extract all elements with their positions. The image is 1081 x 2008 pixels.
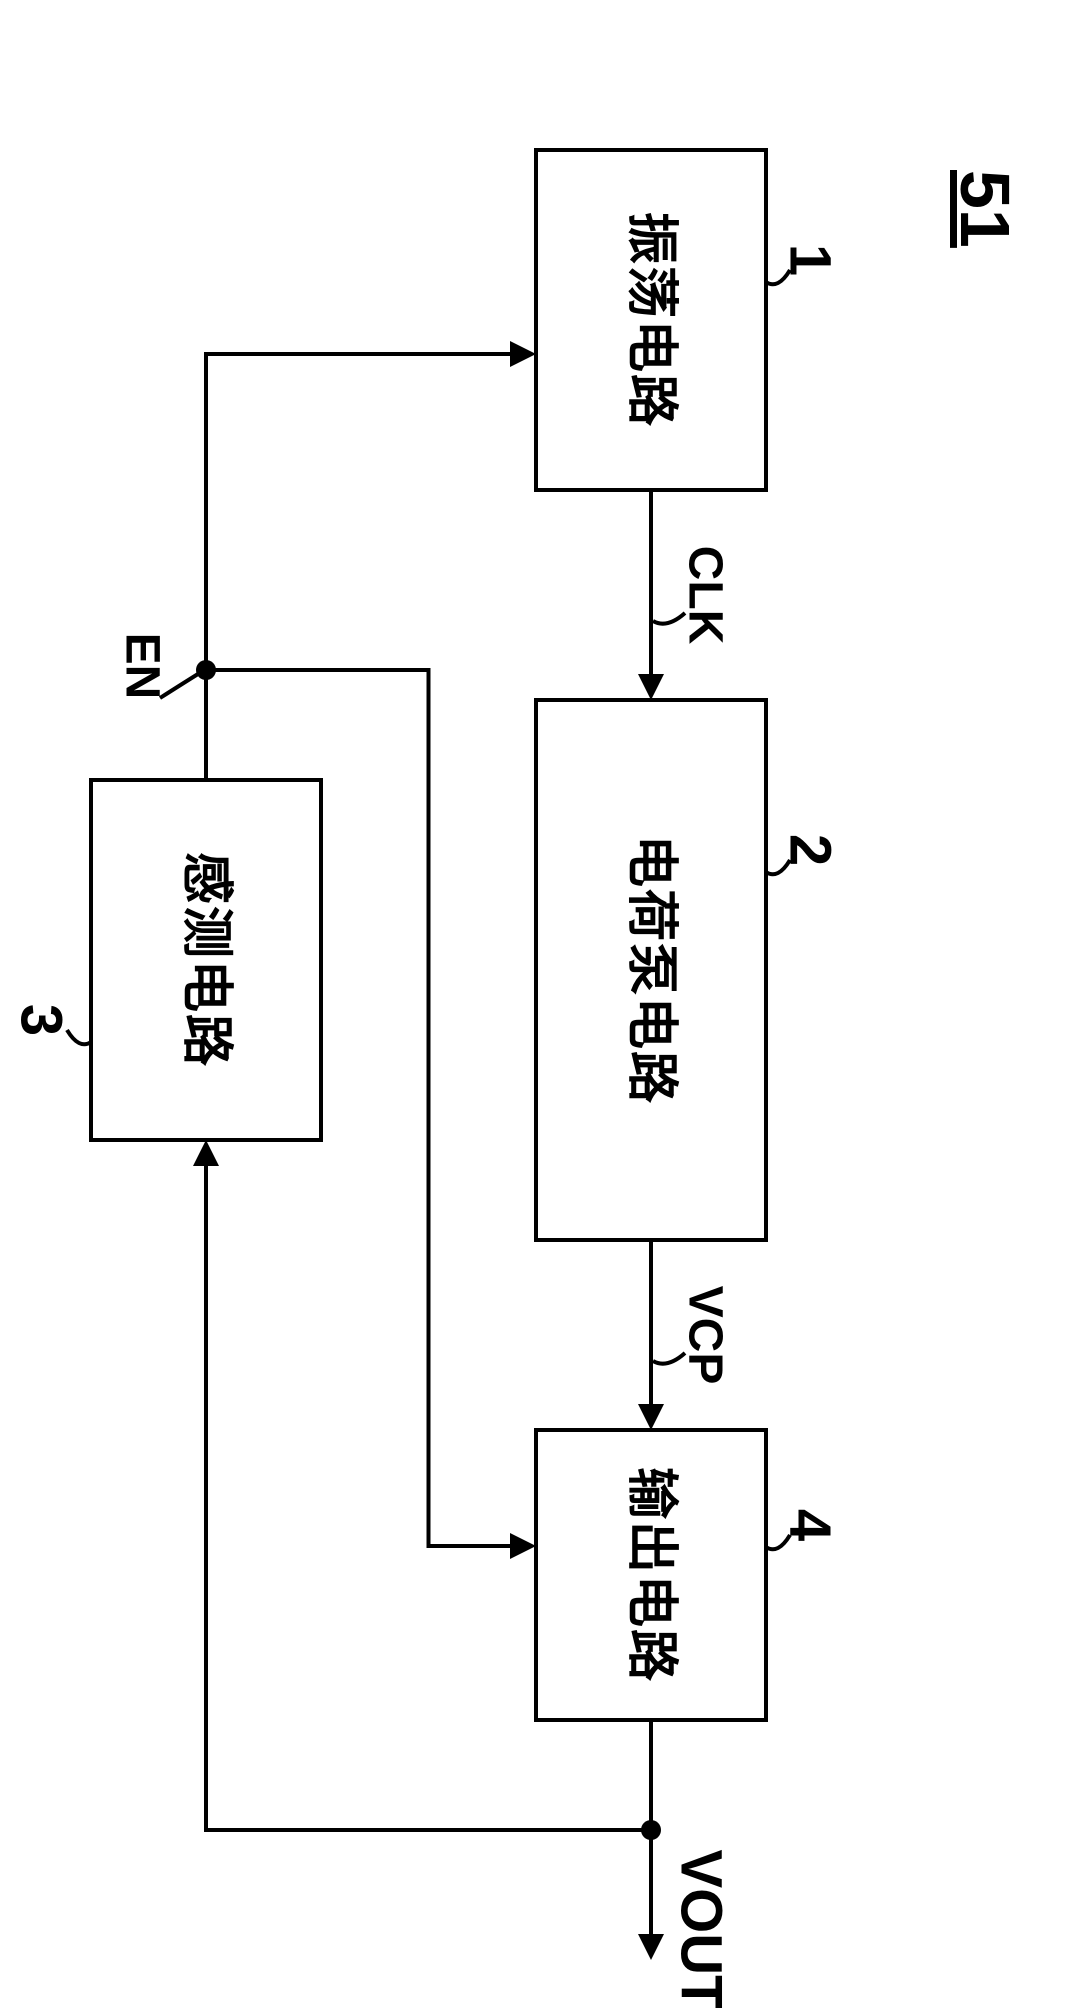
label-en: EN (116, 633, 169, 700)
block-b2-label: 电荷泵电路 (622, 835, 680, 1105)
label-vout: VOUT (669, 1849, 734, 2008)
figure-label: 51 (946, 170, 1024, 248)
ref-3: 3 (9, 1004, 74, 1036)
block-b4-label: 输出电路 (622, 1467, 680, 1683)
label-vcp: VCP (679, 1286, 732, 1385)
ref-3-tick (67, 1030, 91, 1044)
label-clk: CLK (679, 546, 732, 645)
block-b3-label: 感测电路 (177, 852, 235, 1068)
wire-en-to-b1 (206, 354, 510, 670)
block-b1-label: 振荡电路 (622, 212, 680, 428)
wire-en-to-b4 (206, 670, 510, 1546)
